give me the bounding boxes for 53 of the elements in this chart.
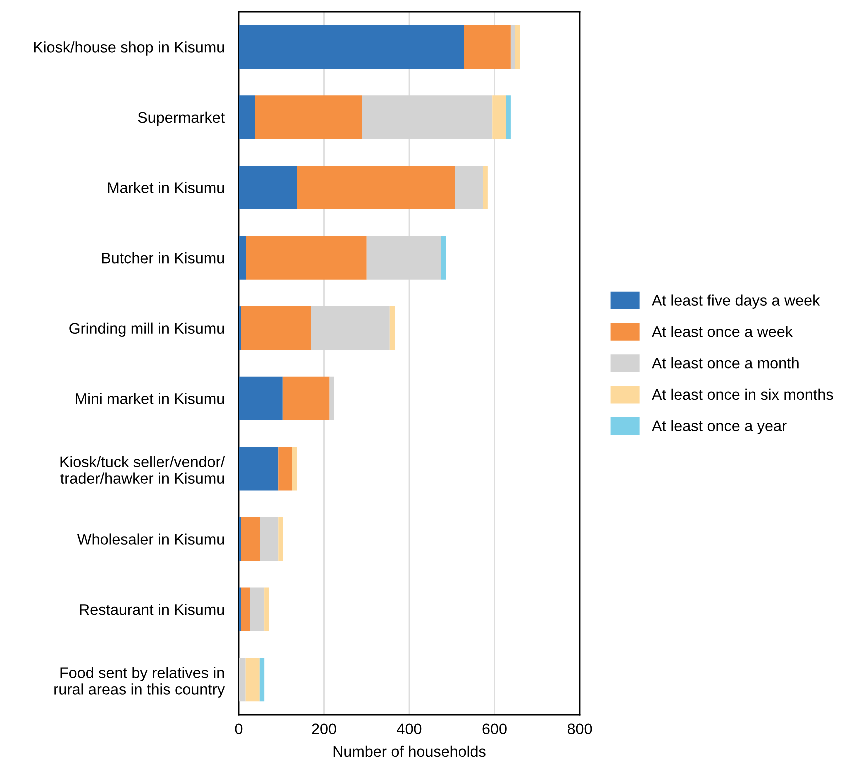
bar: [492, 96, 506, 140]
y-tick-label: Grinding mill in Kisumu: [70, 322, 224, 338]
x-tick-label: 0: [235, 724, 243, 735]
bar: [241, 588, 250, 632]
bar: [239, 376, 283, 420]
bar: [464, 25, 511, 69]
bar: [264, 588, 270, 632]
bar: [239, 658, 246, 702]
bar: [246, 236, 367, 280]
legend-label: At least five days a week: [652, 294, 820, 309]
bar: [515, 25, 520, 69]
bar: [239, 447, 279, 491]
x-tick-label: 200: [312, 724, 336, 735]
y-tick-label: Supermarket: [138, 112, 226, 126]
bar: [260, 658, 265, 702]
bar: [246, 658, 260, 702]
x-axis-title: Number of households: [334, 746, 486, 758]
legend-label: At least once in six months: [652, 388, 834, 400]
legend-label: At least once a week: [652, 326, 794, 338]
bar: [297, 166, 456, 210]
bar: [278, 447, 292, 491]
legend-label: At least once a year: [652, 420, 787, 435]
x-tick-label: 600: [482, 724, 507, 735]
y-tick-label: Wholesaler in Kisumu: [77, 534, 224, 545]
x-tick-label: 400: [397, 724, 422, 735]
y-tick-label: Kiosk/tuck seller/vendor/ trader/hawker in Kisumu: [60, 456, 226, 484]
bar: [330, 376, 334, 420]
y-tick-label: Food sent by relatives in rural areas in this country: [54, 667, 226, 698]
bar: [241, 306, 312, 350]
y-tick-label: Butcher in Kisumu: [102, 252, 224, 264]
bar: [260, 517, 279, 562]
bar: [390, 306, 396, 350]
bar: [250, 588, 265, 632]
bar: [278, 517, 284, 562]
bar: [255, 96, 362, 140]
bar: [510, 25, 516, 69]
y-tick-label: Restaurant in Kisumu: [80, 604, 224, 616]
bar: [239, 96, 256, 140]
bar: [441, 236, 446, 280]
y-tick-label: Market in Kisumu: [108, 182, 224, 194]
legend-label: At least once a month: [652, 358, 799, 369]
bar: [483, 166, 488, 210]
bar: [282, 376, 330, 420]
bar: [239, 166, 298, 210]
bar: [239, 25, 464, 69]
bar: [292, 447, 298, 491]
bar: [241, 517, 260, 562]
bar: [239, 236, 246, 280]
y-tick-label: Mini market in Kisumu: [76, 393, 224, 404]
bar: [506, 96, 511, 140]
bar: [455, 166, 484, 210]
y-tick-label: Kiosk/house shop in Kisumu: [34, 42, 224, 56]
x-tick-label: 800: [568, 724, 592, 735]
